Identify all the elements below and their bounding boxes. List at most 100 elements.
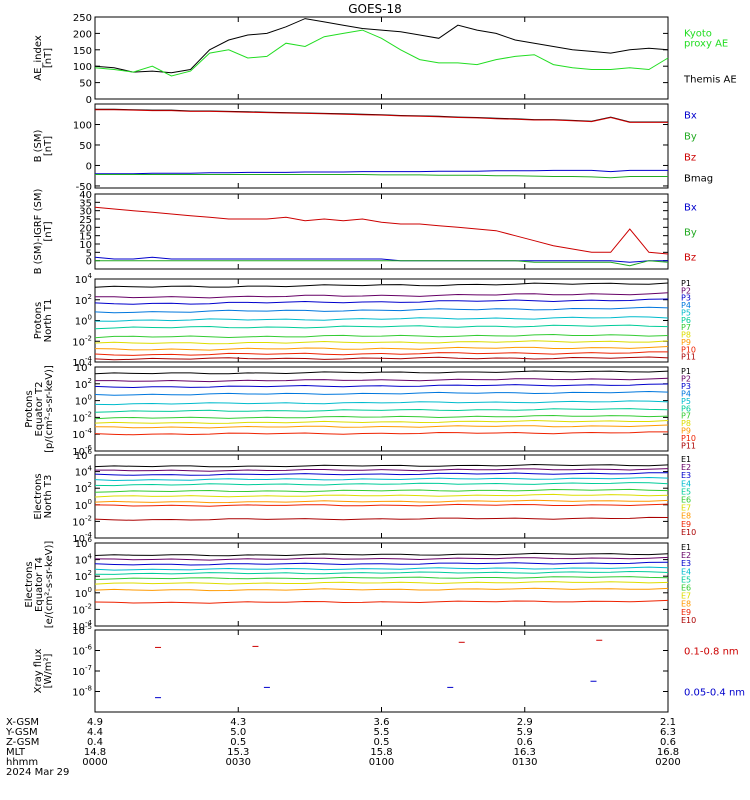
panel-frame [94, 542, 669, 627]
legend-entry: E4 [681, 567, 691, 576]
y-tick-label: 20 [79, 223, 92, 234]
series-line-E4 [94, 566, 669, 571]
series-line-P2 [95, 292, 669, 299]
series-line-E1 [94, 552, 669, 557]
y-tick-label: 104 [75, 465, 93, 479]
legend-entry: P10 [681, 434, 696, 443]
x-row-value: 4.9 [87, 717, 103, 728]
y-tick-label: 10-2 [72, 410, 92, 424]
x-axis-table: X-GSM 4.9 4.3 3.6 2.9 2.1 Y-GSM 4.4 5.0 5.5 5.9 6.3… [5, 717, 681, 778]
legend-entry: E6 [681, 496, 691, 505]
series-line-E5 [94, 482, 669, 487]
legend-entry: E9 [681, 520, 691, 529]
series-line-E3 [94, 472, 669, 476]
series-group [94, 18, 669, 77]
x-row-value: 0130 [512, 757, 537, 768]
legend-entry: Bz [684, 253, 696, 264]
y-tick-label: 10-2 [72, 602, 92, 616]
series-line-P7 [94, 333, 669, 339]
series-group [94, 463, 669, 521]
panel-frame [94, 103, 669, 189]
series-line-E8 [94, 587, 669, 592]
series-group [94, 282, 669, 361]
x-row-value: 4.3 [230, 717, 246, 728]
y-tick-label: 10-2 [72, 334, 92, 348]
legend-entry: Bmag [684, 174, 713, 185]
legend-entry: P9 [681, 338, 691, 347]
x-row-label: Y-GSM [5, 727, 38, 738]
x-row-label: hhmm [6, 757, 38, 768]
y-tick-label: 0 [86, 95, 92, 106]
y-axis-label: ElectronsNorth T3 [33, 473, 54, 519]
series-group [94, 370, 669, 436]
x-row-value: 0100 [369, 757, 394, 768]
series-line-E7 [94, 493, 669, 498]
x-row-label: MLT [6, 747, 26, 758]
y-tick-label: 200 [73, 29, 92, 40]
series-line-P3 [94, 383, 669, 389]
y-tick-label: 102 [75, 293, 92, 307]
y-tick-label: 50 [79, 79, 92, 90]
y-axis-label: B (SM)-IGRF (SM)[nT] [33, 189, 54, 275]
series-line-E3 [94, 561, 669, 566]
series-line-Kyoto-proxy-AE [94, 29, 669, 77]
x-row-value: 0030 [226, 757, 251, 768]
x-row-value: 2.9 [517, 717, 533, 728]
x-row-label: X-GSM [6, 717, 39, 728]
series-line-P10 [94, 431, 668, 436]
panel-2: -50 0 50 100 B (SM)[nT] Bx By Bz Bmag [33, 103, 713, 193]
series-line-P6 [94, 408, 669, 413]
x-row-value: 16.8 [657, 747, 679, 758]
series-line-E7 [94, 581, 669, 585]
panel-frame [94, 629, 669, 713]
legend: Bx By Bz [684, 203, 697, 264]
series-line-P8 [94, 419, 669, 424]
series-line-P4 [94, 306, 669, 314]
legend-entry: E10 [681, 528, 696, 537]
y-tick-label: 106 [75, 536, 93, 550]
x-row-value: 5.0 [230, 727, 246, 738]
x-row-label: Z-GSM [6, 737, 39, 748]
series-line-E6 [94, 576, 669, 580]
series-group [94, 206, 669, 267]
legend-entry: By [684, 132, 697, 143]
legend-entry: P4 [681, 301, 691, 310]
series-line-E4 [94, 476, 669, 482]
y-tick-label: 100 [73, 120, 92, 131]
series-line-E9 [94, 599, 669, 604]
series-line-By [95, 260, 669, 267]
y-ticks: 0 50 100 150 200 250 [73, 13, 669, 106]
legend-entry: Kyoto proxy AE [684, 29, 728, 50]
series-line-P4 [94, 390, 669, 396]
legend-entry: Bx [684, 111, 697, 122]
legend-entry: 0.1-0.8 nm [684, 647, 739, 658]
x-row-value: 5.5 [374, 727, 390, 738]
y-tick-label: 10-8 [72, 685, 92, 699]
legend-entry: P8 [681, 331, 691, 340]
legend-entry: P11 [681, 442, 696, 451]
y-ticks: -50 0 50 100 [73, 104, 669, 193]
x-row-value: 2.1 [660, 717, 676, 728]
y-tick-label: 10-7 [72, 664, 92, 678]
legend: Kyoto proxy AE Themis AE [683, 29, 737, 86]
y-tick-label: 100 [75, 586, 92, 600]
x-row-value: 6.3 [660, 727, 676, 738]
legend-entry: P3 [681, 294, 691, 303]
series-line-Bz [94, 206, 669, 255]
series-line-E5 [94, 570, 669, 575]
legend-entry: P3 [681, 382, 691, 391]
panel-8: 10-8 10-7 10-6 10-5 Xray flux[W/m²] 0.1-0.8 n… [33, 623, 745, 713]
legend-entry: P1 [681, 367, 691, 376]
panel-frame [94, 454, 669, 539]
y-tick-label: 102 [75, 481, 92, 495]
x-row-value: 4.4 [87, 727, 103, 738]
legend-entry: E5 [681, 575, 691, 584]
y-axis-label: B (SM)[nT] [33, 129, 54, 162]
panel-frame [94, 193, 669, 270]
